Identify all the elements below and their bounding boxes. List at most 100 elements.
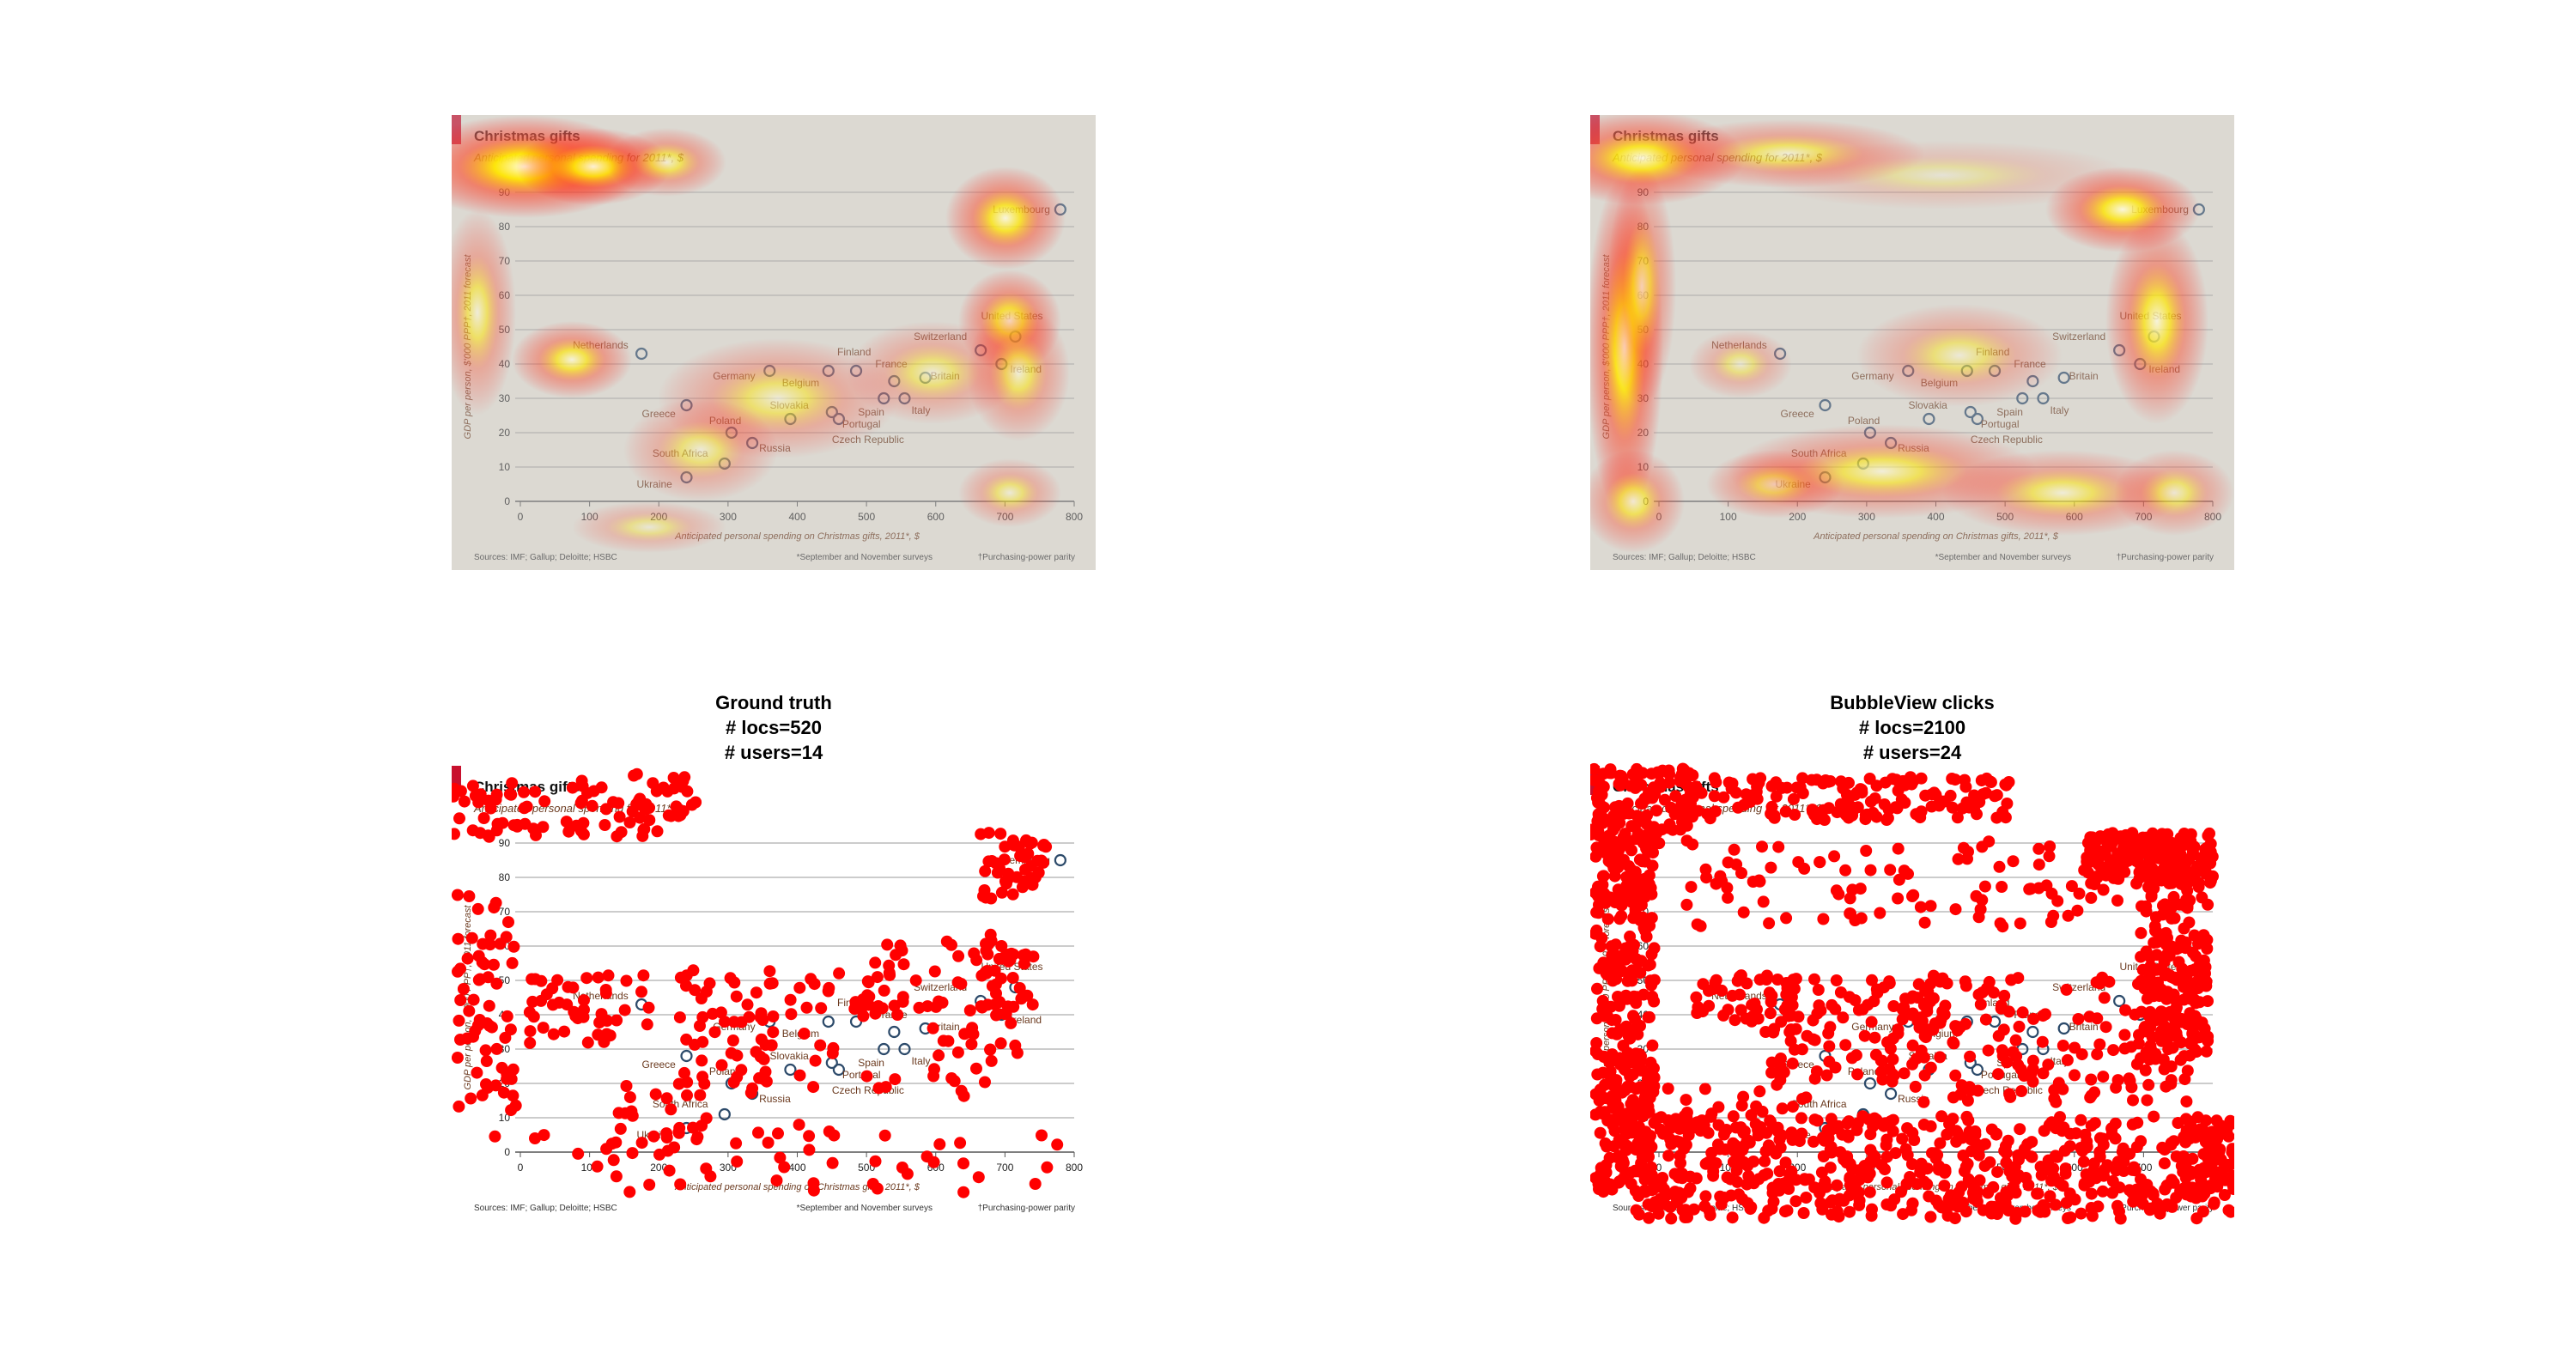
click-dot bbox=[728, 976, 741, 989]
click-dot bbox=[1616, 965, 1629, 978]
click-dot bbox=[1965, 1127, 1978, 1140]
x-tick-label-0: 0 bbox=[518, 1162, 524, 1174]
click-dot bbox=[2078, 1177, 2091, 1190]
click-dot bbox=[469, 1024, 482, 1037]
click-dot bbox=[547, 1028, 560, 1040]
click-dot bbox=[2001, 1056, 2014, 1069]
x-axis-label: Anticipated personal spending on Christm… bbox=[674, 1182, 920, 1192]
click-dot bbox=[1589, 1045, 1601, 1058]
click-dots bbox=[447, 767, 1064, 1198]
click-dot bbox=[1684, 1182, 1697, 1195]
click-dot bbox=[2097, 883, 2110, 896]
click-dot bbox=[1665, 1212, 1678, 1225]
click-dot bbox=[1972, 1149, 1985, 1162]
click-dot bbox=[1643, 1211, 1656, 1224]
click-dot bbox=[2142, 1010, 2155, 1022]
click-dot bbox=[744, 1086, 757, 1099]
click-dot bbox=[752, 1126, 764, 1139]
x-tick-label-0: 0 bbox=[518, 511, 524, 523]
marker-switzerland bbox=[2113, 994, 2126, 1008]
click-dot bbox=[2085, 1089, 2098, 1102]
click-dot bbox=[2172, 956, 2185, 968]
bubbleview-title: BubbleView clicks bbox=[1830, 692, 1995, 713]
click-dot bbox=[1021, 989, 1034, 1002]
click-dot bbox=[1851, 801, 1864, 814]
click-dot bbox=[2093, 1145, 2106, 1158]
click-dot bbox=[1613, 913, 1626, 925]
click-dot bbox=[480, 1078, 492, 1090]
click-dot bbox=[1889, 1147, 1902, 1160]
click-dot bbox=[1893, 873, 1905, 886]
x-tick-label-700: 700 bbox=[996, 1162, 1013, 1174]
click-dot bbox=[1968, 802, 1980, 815]
click-dot bbox=[2154, 838, 2167, 851]
y-tick-label-0: 0 bbox=[504, 495, 510, 507]
click-dot bbox=[1630, 1204, 1643, 1216]
click-dot bbox=[1781, 1204, 1794, 1217]
marker-italy bbox=[2037, 391, 2050, 405]
click-dot bbox=[1018, 957, 1030, 970]
click-dot bbox=[793, 1069, 806, 1082]
ground-truth-title: Ground truth bbox=[715, 692, 832, 713]
click-dot bbox=[2085, 1202, 2098, 1214]
click-dot bbox=[1927, 969, 1940, 982]
click-dot bbox=[1892, 842, 1905, 855]
click-dot bbox=[731, 1049, 744, 1062]
click-dot bbox=[499, 1031, 512, 1044]
click-dot bbox=[2111, 847, 2124, 860]
click-dot bbox=[1982, 982, 1995, 995]
click-dot bbox=[871, 971, 884, 984]
click-dot bbox=[984, 928, 997, 941]
click-dot bbox=[2014, 1123, 2026, 1136]
click-dot bbox=[660, 1092, 673, 1105]
click-dot bbox=[1792, 1010, 1805, 1023]
click-dot bbox=[1041, 1161, 1054, 1174]
click-dot bbox=[1747, 1156, 1760, 1168]
click-dot bbox=[1875, 1159, 1888, 1172]
click-dot bbox=[1590, 1012, 1603, 1025]
heat-spot bbox=[945, 167, 1066, 270]
click-dot bbox=[1845, 1052, 1858, 1065]
click-dot bbox=[2158, 966, 2171, 979]
click-dot bbox=[1735, 969, 1747, 982]
marker-belgium bbox=[822, 1015, 835, 1028]
click-dot bbox=[2060, 1197, 2073, 1210]
click-dot bbox=[750, 986, 762, 999]
click-dot bbox=[2057, 1040, 2069, 1052]
click-dot bbox=[1761, 1168, 1774, 1180]
click-dot bbox=[2167, 972, 2180, 985]
click-dot bbox=[2065, 880, 2078, 893]
click-dot bbox=[1593, 786, 1605, 798]
click-dot bbox=[1799, 1174, 1812, 1186]
click-dot bbox=[759, 1065, 772, 1078]
click-dot bbox=[466, 824, 479, 837]
click-dot bbox=[2224, 1114, 2237, 1127]
click-dot bbox=[1724, 777, 1737, 790]
click-dot bbox=[2085, 1119, 2098, 1132]
click-dot bbox=[798, 1028, 811, 1040]
click-dot bbox=[2013, 1020, 2026, 1033]
click-dot bbox=[1608, 1125, 1621, 1138]
click-dot bbox=[1642, 1198, 1655, 1210]
click-dot bbox=[1849, 994, 1862, 1007]
click-dot bbox=[1653, 837, 1666, 850]
marker-italy bbox=[898, 1042, 911, 1056]
click-dot bbox=[1632, 1120, 1645, 1133]
click-dot bbox=[1615, 899, 1628, 912]
click-dot bbox=[1976, 840, 1989, 853]
click-dot bbox=[1859, 809, 1872, 822]
click-dot bbox=[927, 1022, 939, 1034]
click-dot bbox=[458, 795, 471, 808]
click-dot bbox=[778, 1161, 791, 1174]
y-tick-label-80: 80 bbox=[499, 871, 511, 883]
click-dot bbox=[689, 984, 702, 997]
click-dot bbox=[1839, 1039, 1852, 1052]
click-dot bbox=[1674, 1156, 1686, 1169]
click-dot bbox=[2139, 1064, 2152, 1077]
click-dot bbox=[1699, 1190, 1712, 1203]
marker-greece bbox=[1819, 398, 1832, 412]
click-dot bbox=[2136, 842, 2148, 855]
click-dot bbox=[1831, 1122, 1844, 1135]
click-dot bbox=[1934, 1051, 1947, 1064]
